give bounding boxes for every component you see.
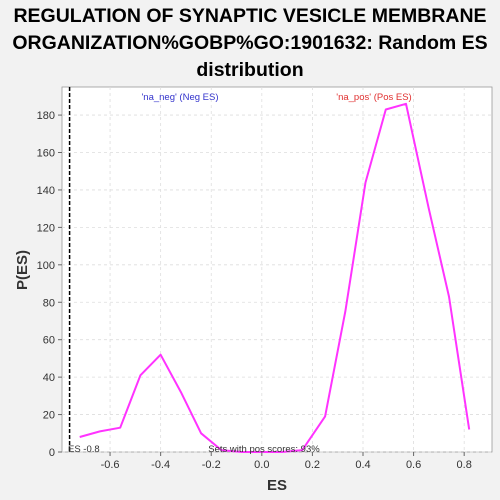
chart-title-line-1: REGULATION OF SYNAPTIC VESICLE MEMBRANE — [13, 5, 486, 27]
x-tick-label: 0.8 — [457, 459, 472, 471]
x-tick-label: 0.2 — [305, 459, 320, 471]
y-tick-label: 140 — [37, 185, 55, 197]
y-tick-label: 40 — [43, 372, 55, 384]
y-tick-label: 180 — [37, 110, 55, 122]
y-tick-label: 20 — [43, 410, 55, 422]
y-tick-label: 0 — [49, 447, 55, 459]
x-tick-label: -0.2 — [202, 459, 221, 471]
y-tick-label: 120 — [37, 222, 55, 234]
neg-es-label: 'na_neg' (Neg ES) — [141, 92, 218, 103]
plot-area — [62, 87, 492, 452]
x-tick-label: -0.4 — [151, 459, 170, 471]
pos-es-label: 'na_pos' (Pos ES) — [336, 92, 411, 103]
x-tick-label: 0.6 — [406, 459, 421, 471]
x-axis-label: ES — [267, 477, 287, 494]
pos-scores-annotation: Sets with pos scores: 93% — [208, 444, 320, 455]
es-line-label: ES -0.8 — [68, 444, 100, 455]
chart-title-line-3: distribution — [196, 59, 303, 81]
x-tick-label: 0.0 — [254, 459, 269, 471]
y-tick-label: 80 — [43, 297, 55, 309]
x-tick-label: -0.6 — [101, 459, 120, 471]
y-tick-label: 100 — [37, 260, 55, 272]
y-tick-label: 160 — [37, 148, 55, 160]
x-tick-label: 0.4 — [355, 459, 370, 471]
chart-title-line-2: ORGANIZATION%GOBP%GO:1901632: Random ES — [12, 32, 487, 54]
y-tick-label: 60 — [43, 335, 55, 347]
y-axis-label: P(ES) — [14, 250, 31, 290]
